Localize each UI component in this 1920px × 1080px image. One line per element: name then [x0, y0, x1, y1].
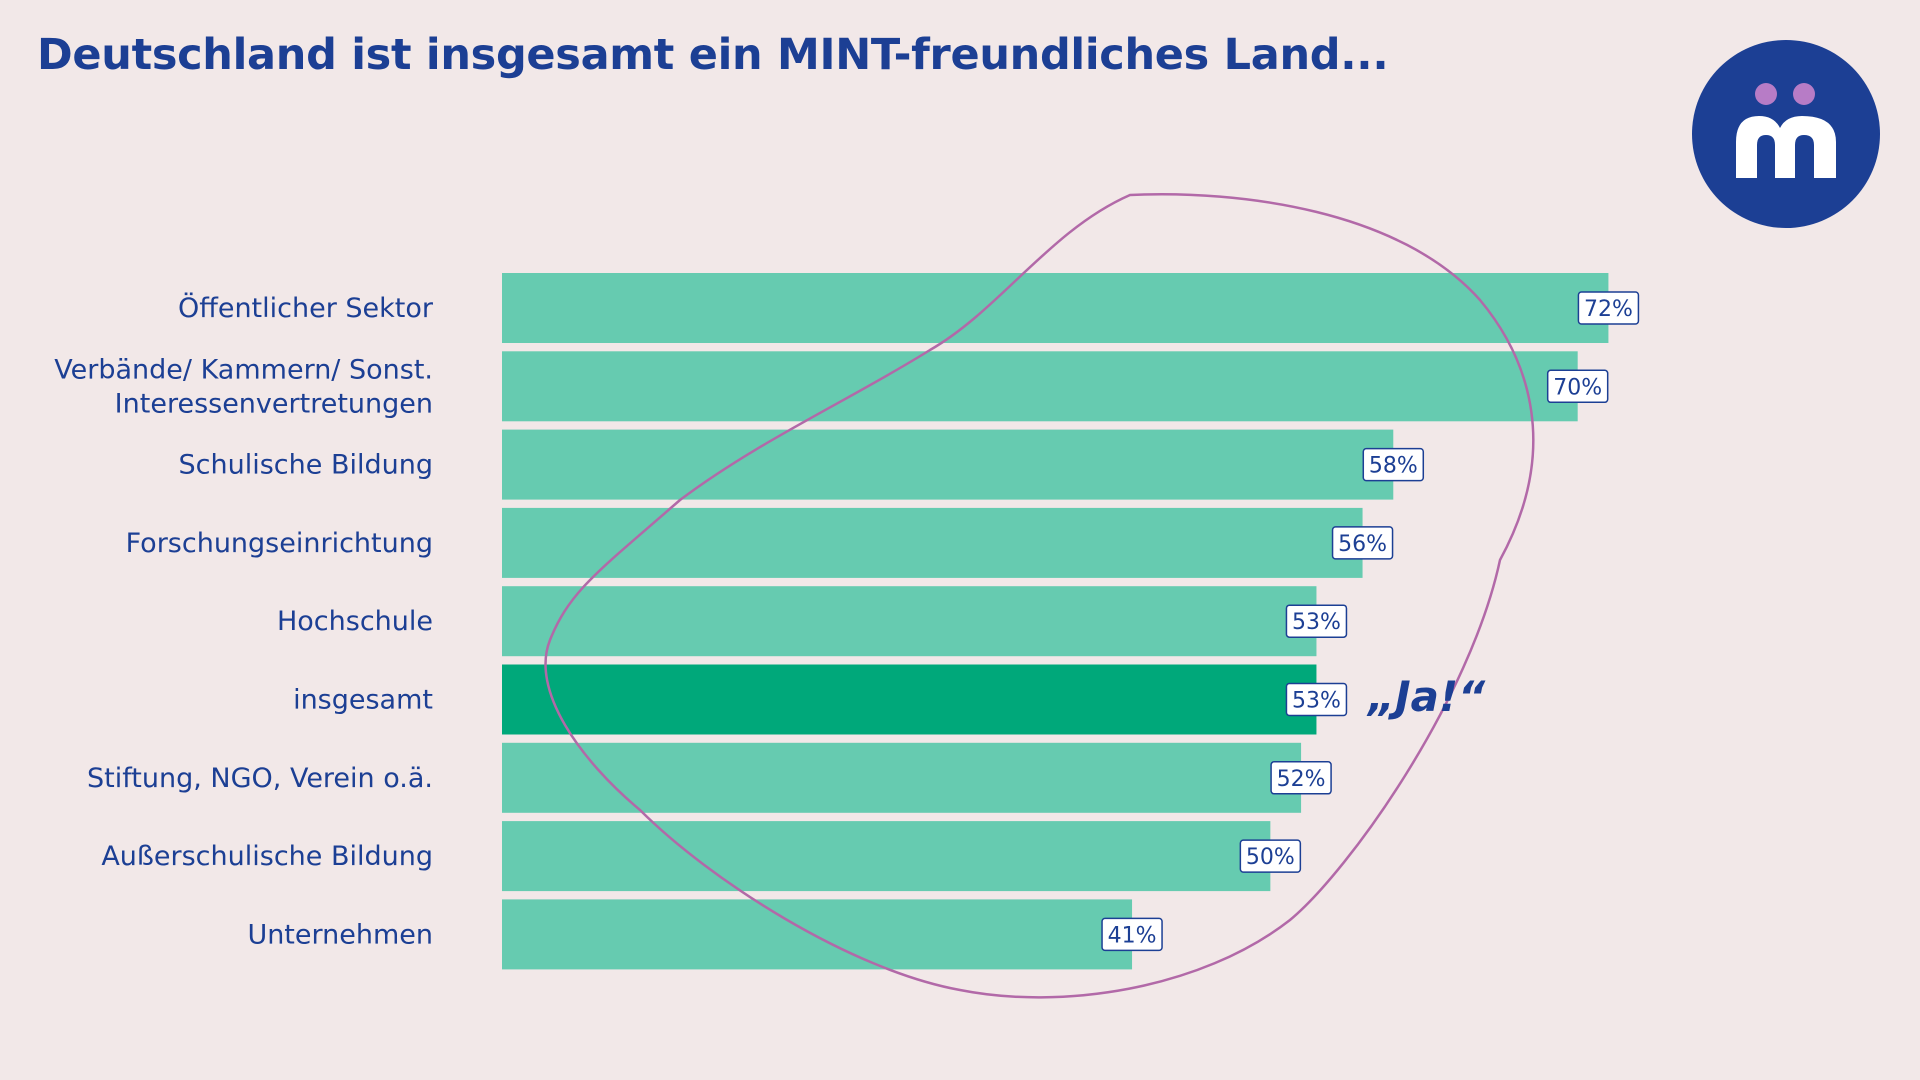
- bar-0: [502, 273, 1609, 343]
- value-label-2: 58%: [1369, 454, 1418, 479]
- bar-2: [502, 429, 1394, 500]
- category-label-5: insgesamt: [293, 685, 433, 716]
- category-label-4: Hochschule: [277, 606, 433, 637]
- value-labels: 72% 70% 58% 56% 53% 53% 52% 50% 41%: [1101, 291, 1640, 952]
- ja-annotation: „Ja!“: [1366, 672, 1486, 721]
- value-label-8: 41%: [1108, 923, 1157, 948]
- value-label-box-6: [1270, 761, 1332, 795]
- bar-4: [502, 586, 1317, 657]
- value-label-4: 53%: [1292, 610, 1341, 635]
- page-title: Deutschland ist insgesamt ein MINT-freun…: [37, 30, 1389, 80]
- logo-dot-right: [1793, 83, 1815, 105]
- bar-1: [502, 351, 1578, 422]
- bar-8: [502, 899, 1133, 970]
- category-label-0: Öffentlicher Sektor: [178, 292, 434, 324]
- bar-3: [502, 507, 1363, 578]
- value-label-1: 70%: [1553, 375, 1602, 400]
- value-label-box-7: [1239, 839, 1302, 873]
- value-label-0: 72%: [1584, 297, 1633, 322]
- category-label-3: Forschungseinrichtung: [126, 528, 433, 559]
- value-label-box-1: [1546, 369, 1609, 404]
- value-label-5: 53%: [1292, 689, 1341, 714]
- category-label-8: Unternehmen: [247, 919, 433, 950]
- category-label-6: Stiftung, NGO, Verein o.ä.: [87, 763, 433, 794]
- value-label-7: 50%: [1246, 845, 1295, 870]
- category-label-2: Schulische Bildung: [179, 450, 433, 481]
- value-label-6: 52%: [1277, 767, 1326, 792]
- bar-5: [502, 664, 1317, 735]
- value-label-box-8: [1101, 917, 1163, 952]
- value-label-3: 56%: [1338, 532, 1387, 557]
- category-label-1-0: Verbände/ Kammern/ Sonst.: [54, 354, 433, 385]
- bars: Öffentlicher Sektor Verbände/ Kammern/ So…: [54, 273, 1609, 970]
- mint-m-logo-icon: [1692, 40, 1880, 228]
- bar-6: [502, 742, 1302, 813]
- value-label-box-2: [1362, 447, 1425, 482]
- category-label-7: Außerschulische Bildung: [101, 841, 433, 872]
- bar-7: [502, 821, 1271, 892]
- highlight-outline: [544, 193, 1535, 999]
- value-label-box-4: [1285, 604, 1348, 638]
- value-label-box-5: [1285, 682, 1348, 717]
- category-label-1-1: Interessenvertretungen: [115, 388, 433, 419]
- logo-letter-m: [1736, 116, 1836, 178]
- logo-dot-left: [1755, 83, 1777, 105]
- value-label-box-0: [1577, 291, 1640, 325]
- value-label-box-3: [1331, 526, 1394, 560]
